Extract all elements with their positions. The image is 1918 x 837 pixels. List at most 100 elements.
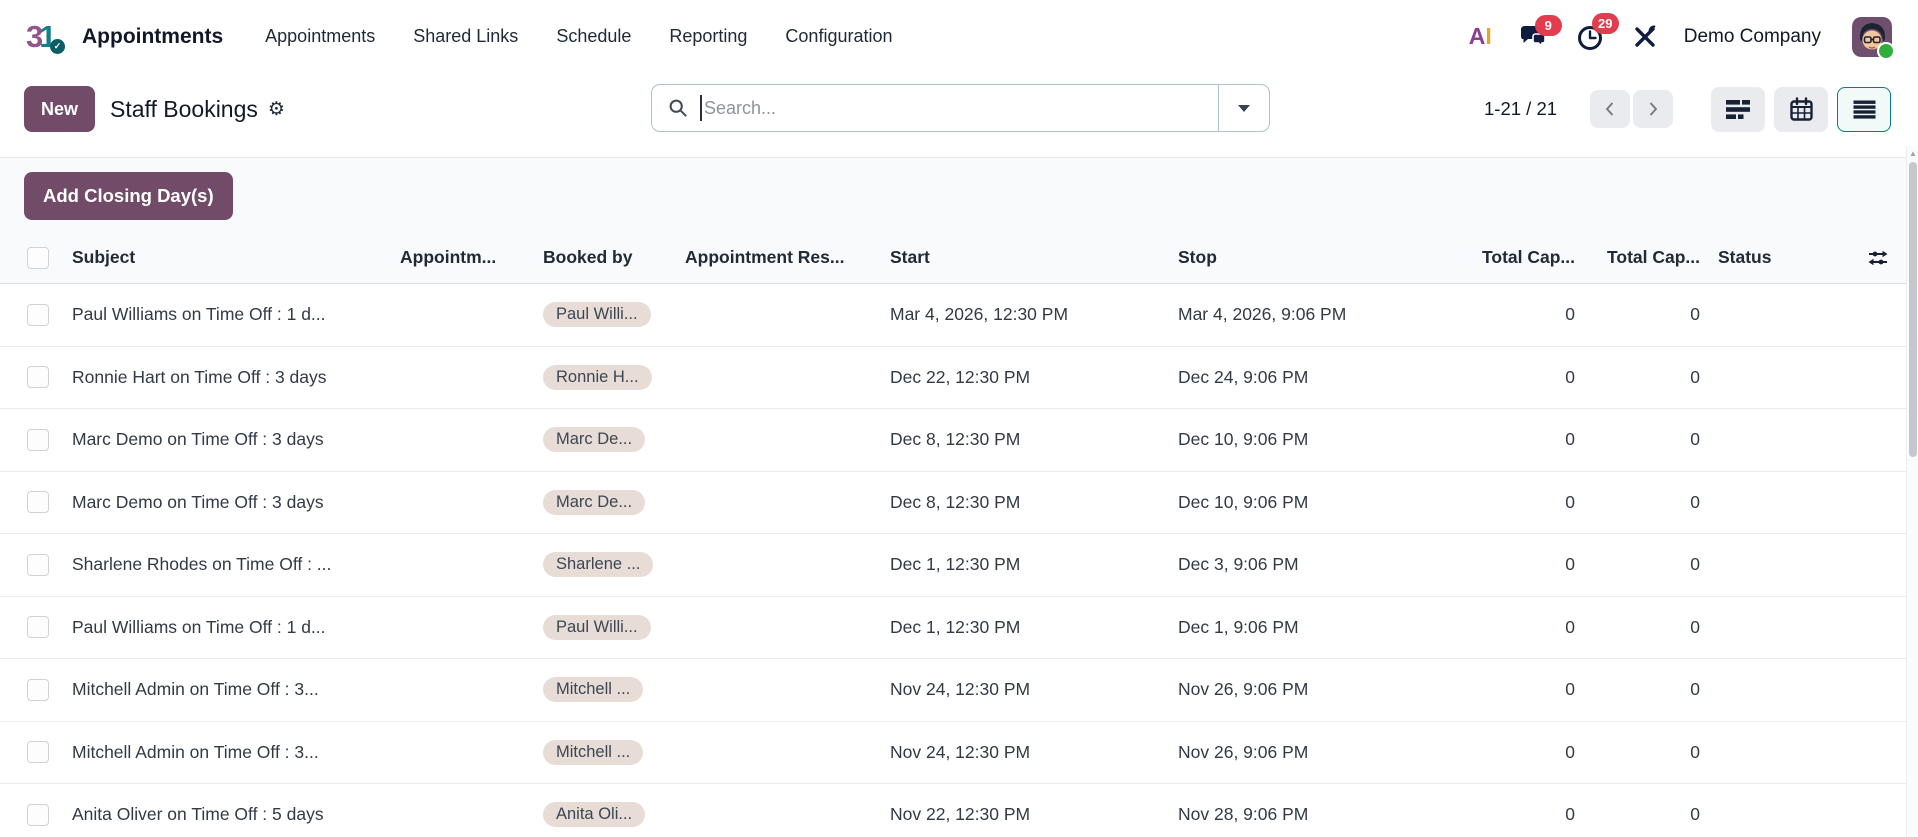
vertical-scrollbar[interactable]: ▲ xyxy=(1906,146,1918,837)
total-capacity-1-cell: 0 xyxy=(1565,491,1575,512)
select-all-checkbox[interactable] xyxy=(27,246,49,269)
start-cell: Dec 8, 12:30 PM xyxy=(890,429,1021,450)
table-row[interactable]: Anita Oliver on Time Off : 5 days Anita … xyxy=(0,784,1906,837)
table-row[interactable]: Mitchell Admin on Time Off : 3... Mitche… xyxy=(0,659,1906,722)
stop-cell: Mar 4, 2026, 9:06 PM xyxy=(1178,304,1347,325)
booked-by-tag: Paul Willi... xyxy=(543,302,651,328)
booked-by-tag: Marc De... xyxy=(543,489,646,515)
column-header-appointment-resources[interactable]: Appointment Res... xyxy=(685,247,845,267)
row-checkbox[interactable] xyxy=(27,366,49,389)
subject-cell: Mitchell Admin on Time Off : 3... xyxy=(72,679,319,700)
column-header-total-capacity-2[interactable]: Total Cap... xyxy=(1606,247,1700,267)
search-options-toggle[interactable] xyxy=(1218,85,1269,131)
calendar-view-icon xyxy=(1789,97,1813,121)
chat-bubbles-icon xyxy=(1520,25,1546,48)
search-icon xyxy=(668,98,688,118)
sliders-icon xyxy=(1868,250,1888,265)
total-capacity-1-cell: 0 xyxy=(1565,616,1575,637)
subject-cell: Marc Demo on Time Off : 3 days xyxy=(72,429,324,450)
ai-assistant-icon[interactable]: AI xyxy=(1468,23,1492,49)
pager-value[interactable]: 1-21 / 21 xyxy=(1484,98,1558,119)
clock-icon xyxy=(1577,25,1602,50)
table-row[interactable]: Sharlene Rhodes on Time Off : ... Sharle… xyxy=(0,534,1906,597)
menu-shared-links[interactable]: Shared Links xyxy=(413,26,519,46)
column-header-total-capacity-1[interactable]: Total Cap... xyxy=(1481,247,1575,267)
total-capacity-1-cell: 0 xyxy=(1565,429,1575,450)
pager-previous-button[interactable] xyxy=(1590,90,1630,128)
appointments-logo-icon: 31 ✓ xyxy=(26,17,70,57)
row-checkbox[interactable] xyxy=(27,303,49,326)
booked-by-tag: Paul Willi... xyxy=(543,614,651,640)
view-switch-gantt-button[interactable] xyxy=(1711,87,1765,132)
total-capacity-2-cell: 0 xyxy=(1690,804,1700,825)
column-header-status[interactable]: Status xyxy=(1718,247,1772,267)
app-brand[interactable]: 31 ✓ Appointments xyxy=(26,17,223,57)
company-name[interactable]: Demo Company xyxy=(1683,25,1821,47)
total-capacity-1-cell: 0 xyxy=(1565,741,1575,762)
debug-tools-menu[interactable] xyxy=(1633,25,1657,49)
column-header-booked-by[interactable]: Booked by xyxy=(543,247,633,267)
table-row[interactable]: Mitchell Admin on Time Off : 3... Mitche… xyxy=(0,721,1906,784)
scrollbar-thumb[interactable] xyxy=(1909,162,1917,457)
stop-cell: Nov 26, 9:06 PM xyxy=(1178,679,1309,700)
row-checkbox[interactable] xyxy=(27,741,49,764)
booked-by-tag: Sharlene ... xyxy=(543,552,654,578)
row-checkbox[interactable] xyxy=(27,616,49,639)
menu-appointments[interactable]: Appointments xyxy=(265,26,376,46)
total-capacity-1-cell: 0 xyxy=(1565,304,1575,325)
subject-cell: Mitchell Admin on Time Off : 3... xyxy=(72,741,319,762)
list-header-row: Subject Appointm... Booked by Appointmen… xyxy=(0,232,1906,283)
optional-columns-toggle[interactable] xyxy=(1850,248,1906,268)
stop-cell: Dec 3, 9:06 PM xyxy=(1178,554,1299,575)
chevron-down-icon xyxy=(1238,104,1250,112)
total-capacity-2-cell: 0 xyxy=(1690,304,1700,325)
booked-by-tag: Ronnie H... xyxy=(543,364,652,390)
start-cell: Dec 1, 12:30 PM xyxy=(890,616,1021,637)
view-switch-calendar-button[interactable] xyxy=(1774,87,1828,132)
row-checkbox[interactable] xyxy=(27,803,49,826)
user-avatar[interactable] xyxy=(1852,16,1895,60)
row-checkbox[interactable] xyxy=(27,428,49,451)
view-switch-list-button[interactable] xyxy=(1837,87,1891,132)
table-row[interactable]: Marc Demo on Time Off : 3 days Marc De..… xyxy=(0,409,1906,472)
table-row[interactable]: Paul Williams on Time Off : 1 d... Paul … xyxy=(0,283,1906,347)
menu-schedule[interactable]: Schedule xyxy=(556,26,632,46)
pager-next-button[interactable] xyxy=(1633,90,1673,128)
total-capacity-1-cell: 0 xyxy=(1565,554,1575,575)
row-checkbox[interactable] xyxy=(27,553,49,576)
table-row[interactable]: Paul Williams on Time Off : 1 d... Paul … xyxy=(0,596,1906,659)
column-header-start[interactable]: Start xyxy=(890,247,930,267)
stop-cell: Nov 28, 9:06 PM xyxy=(1178,804,1309,825)
menu-reporting[interactable]: Reporting xyxy=(669,26,748,46)
booked-by-tag: Marc De... xyxy=(543,427,646,453)
view-settings-gear-icon[interactable]: ⚙ xyxy=(267,98,285,120)
table-row[interactable]: Ronnie Hart on Time Off : 3 days Ronnie … xyxy=(0,346,1906,409)
column-header-subject[interactable]: Subject xyxy=(72,247,136,267)
column-header-stop[interactable]: Stop xyxy=(1178,247,1217,267)
activities-menu[interactable]: 29 xyxy=(1576,12,1619,52)
total-capacity-2-cell: 0 xyxy=(1690,616,1700,637)
table-row[interactable]: Marc Demo on Time Off : 3 days Marc De..… xyxy=(0,471,1906,534)
add-closing-days-button[interactable]: Add Closing Day(s) xyxy=(24,172,233,220)
gantt-view-icon xyxy=(1726,100,1750,119)
search-bar[interactable]: Search... xyxy=(651,84,1270,132)
activities-badge: 29 xyxy=(1591,12,1619,34)
top-navbar: 31 ✓ Appointments Appointments Shared Lin… xyxy=(0,0,1918,73)
stop-cell: Nov 26, 9:06 PM xyxy=(1178,741,1309,762)
row-checkbox[interactable] xyxy=(27,491,49,514)
row-checkbox[interactable] xyxy=(27,678,49,701)
column-header-appointment-type[interactable]: Appointm... xyxy=(400,247,497,267)
total-capacity-1-cell: 0 xyxy=(1565,366,1575,387)
view-switcher xyxy=(1711,87,1891,132)
start-cell: Dec 22, 12:30 PM xyxy=(890,366,1031,387)
search-input[interactable]: Search... xyxy=(704,97,777,118)
total-capacity-2-cell: 0 xyxy=(1690,554,1700,575)
messages-badge: 9 xyxy=(1534,14,1562,36)
scrollbar-up-arrow[interactable]: ▲ xyxy=(1909,149,1917,158)
total-capacity-2-cell: 0 xyxy=(1690,429,1700,450)
online-status-dot xyxy=(1877,41,1895,60)
start-cell: Nov 22, 12:30 PM xyxy=(890,804,1031,825)
menu-configuration[interactable]: Configuration xyxy=(785,26,893,46)
new-button[interactable]: New xyxy=(24,86,96,132)
messages-menu[interactable]: 9 xyxy=(1519,14,1562,50)
